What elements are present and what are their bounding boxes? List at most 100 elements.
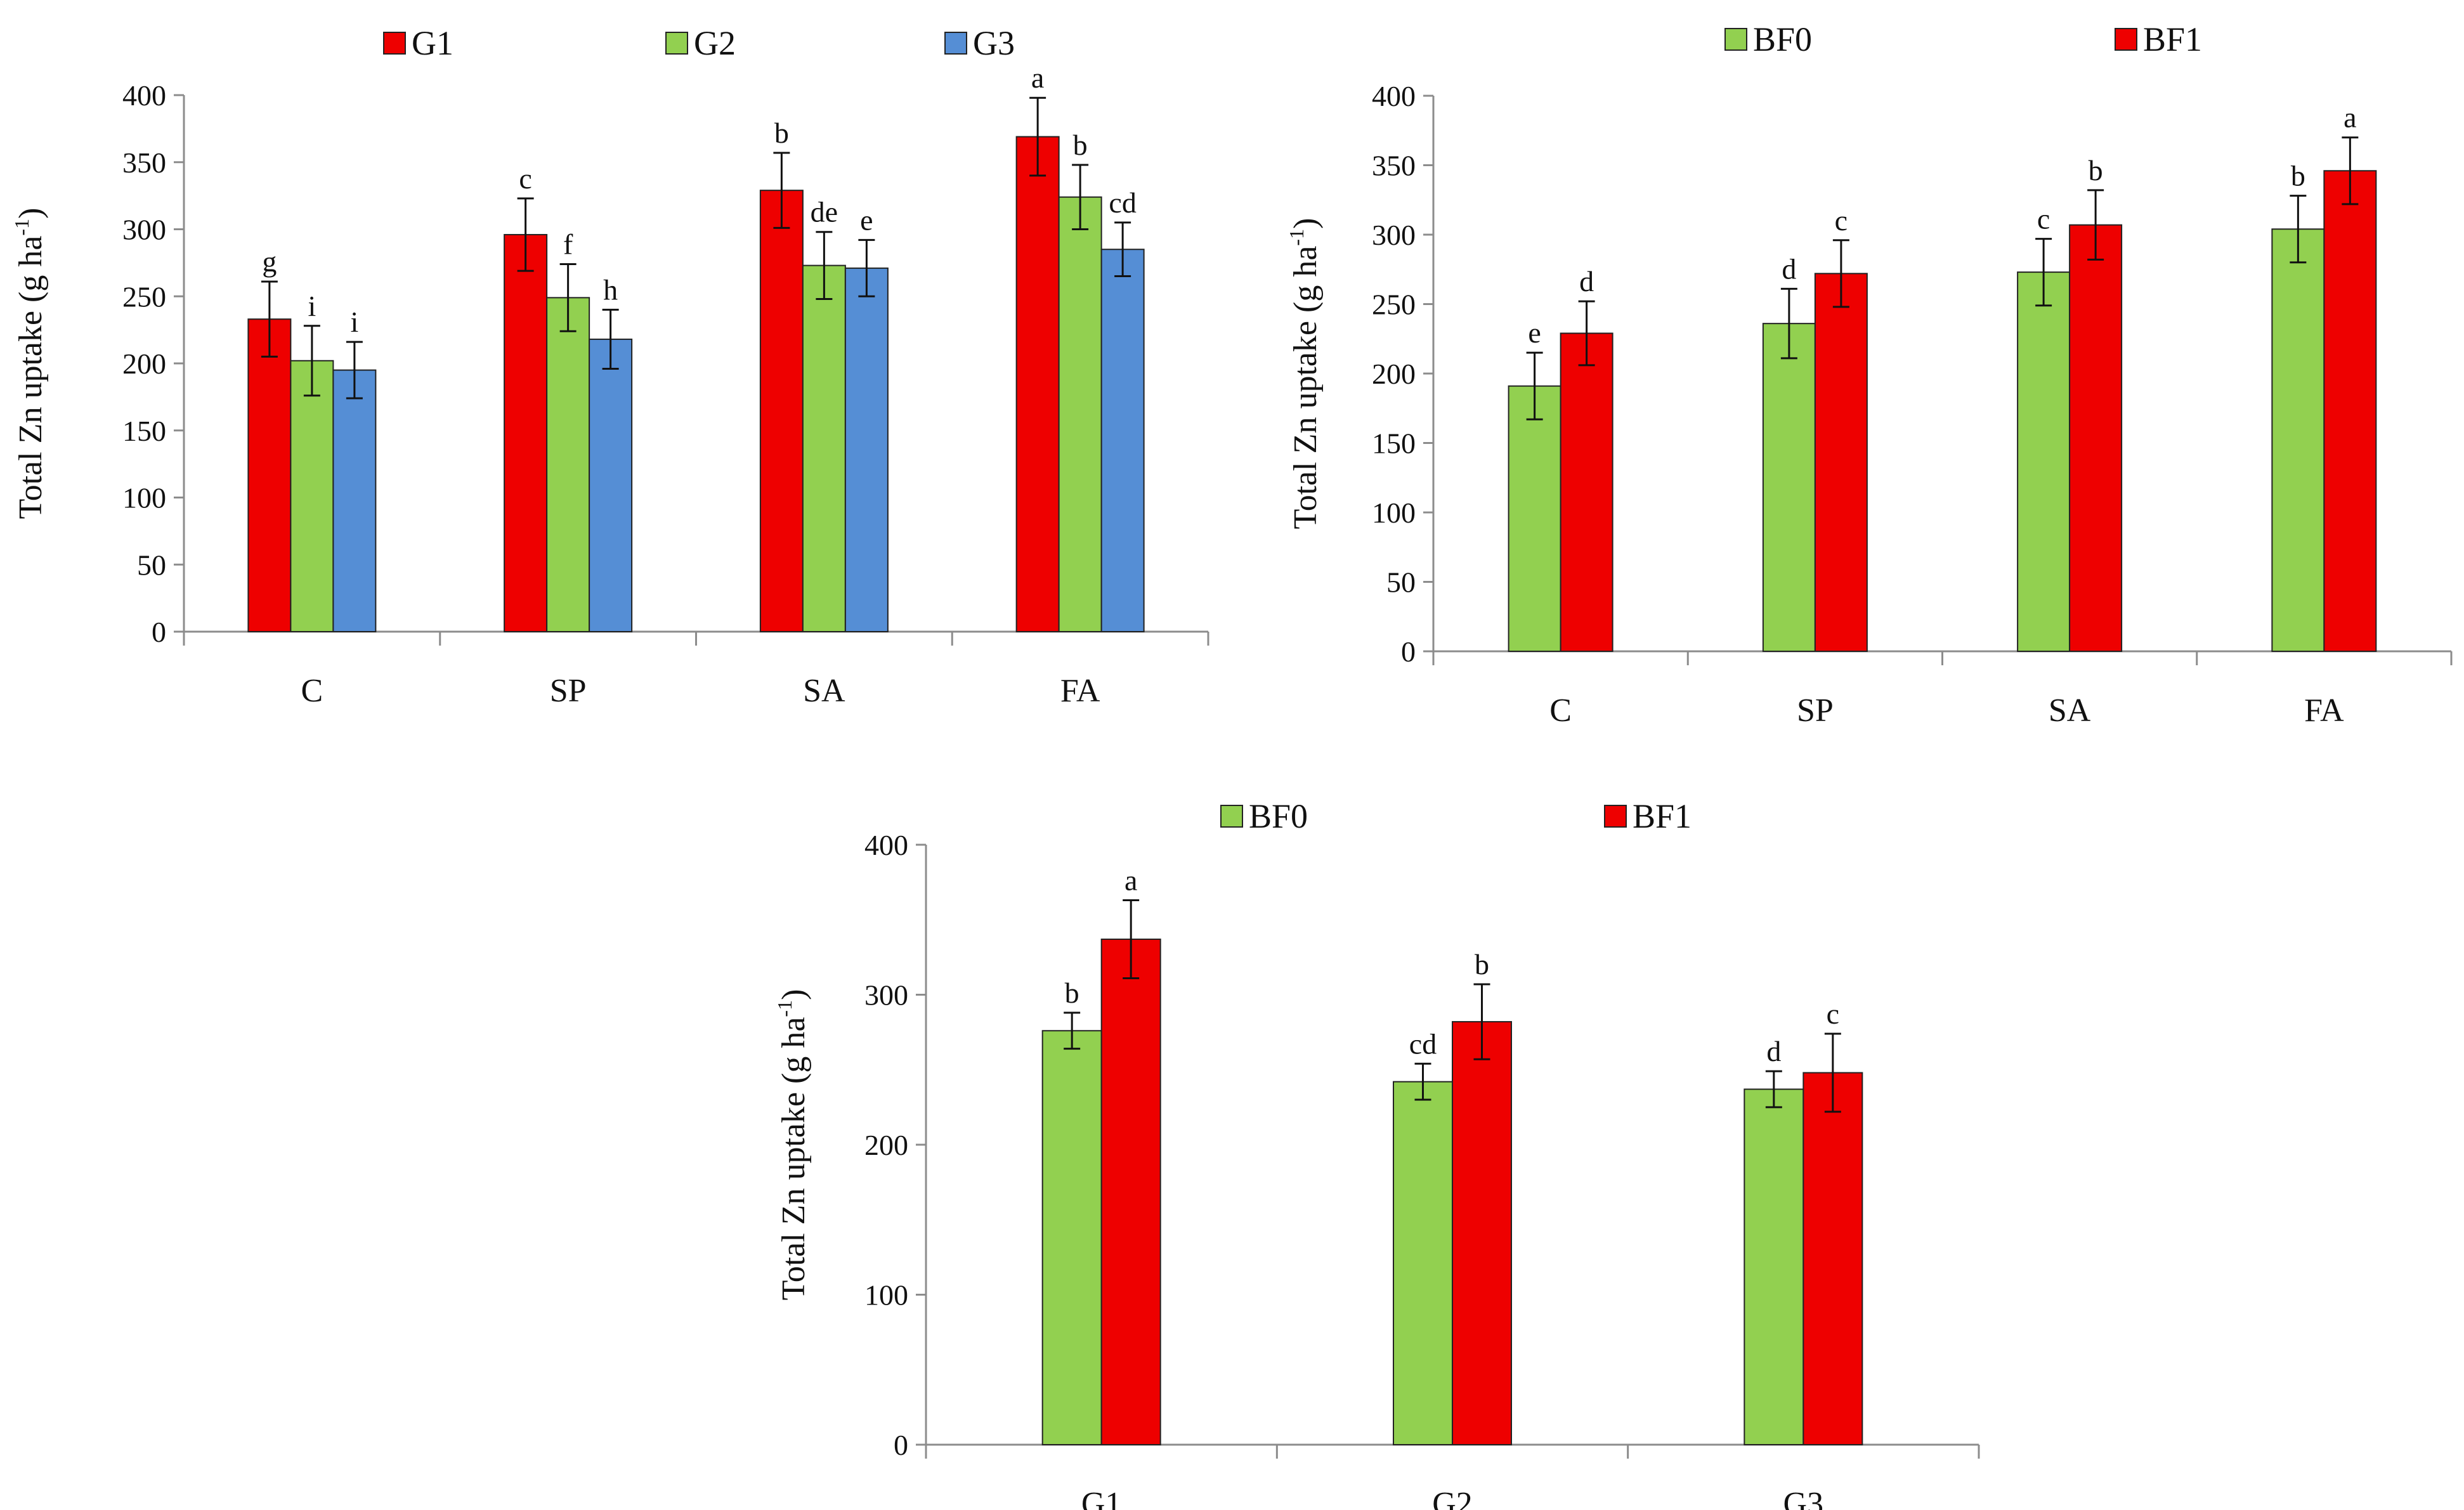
y-tick-label: 0 bbox=[152, 616, 166, 648]
y-tick-label: 250 bbox=[122, 280, 166, 313]
y-tick-label: 300 bbox=[864, 979, 908, 1012]
bar-bf1-c bbox=[1560, 332, 1613, 652]
bar-bf1-sp bbox=[1814, 273, 1868, 652]
significance-letter: c bbox=[1835, 204, 1848, 237]
legend-swatch bbox=[2115, 28, 2137, 51]
legend-label: BF0 bbox=[1249, 797, 1308, 835]
x-tick-label: G3 bbox=[1783, 1486, 1824, 1510]
legend-label: G1 bbox=[412, 24, 453, 62]
significance-letter: b bbox=[1073, 129, 1088, 161]
significance-letter: b bbox=[1475, 948, 1489, 980]
y-tick-label: 200 bbox=[122, 348, 166, 380]
significance-letter: b bbox=[2291, 160, 2305, 192]
y-axis-label-sup: -1 bbox=[773, 1000, 796, 1017]
bar-g1-fa bbox=[1015, 136, 1060, 632]
legend-swatch bbox=[944, 32, 967, 55]
y-tick-label: 400 bbox=[864, 829, 908, 861]
legend-label: BF1 bbox=[2143, 20, 2202, 58]
significance-letter: h bbox=[603, 273, 618, 306]
legend-swatch bbox=[1604, 805, 1627, 828]
legend-swatch bbox=[1724, 28, 1747, 51]
y-axis-label-text: Total Zn uptake (g ha bbox=[1287, 246, 1324, 530]
significance-letter: a bbox=[1031, 62, 1044, 94]
y-tick-label: 300 bbox=[122, 214, 166, 246]
y-tick-label: 50 bbox=[1386, 566, 1416, 599]
bar-g1-sp bbox=[504, 233, 548, 632]
y-axis-label: Total Zn uptake (g ha-1) bbox=[10, 208, 49, 519]
bar-bf0-g3 bbox=[1744, 1088, 1804, 1445]
bar-g2-c bbox=[290, 360, 334, 633]
significance-letter: c bbox=[1827, 998, 1839, 1030]
x-tick-label: G2 bbox=[1432, 1486, 1473, 1510]
significance-letter: b bbox=[774, 117, 789, 149]
bar-bf1-g1 bbox=[1100, 938, 1161, 1445]
x-tick-label: FA bbox=[2304, 693, 2344, 729]
bar-bf0-g2 bbox=[1393, 1081, 1453, 1446]
significance-letter: g bbox=[262, 245, 277, 278]
significance-letter: e bbox=[860, 204, 873, 236]
bar-g3-sp bbox=[589, 338, 633, 632]
y-tick-label: 50 bbox=[137, 549, 166, 581]
panel-c: Total Zn uptake (g ha-1) 0 100 200 300 400 G1 G… bbox=[773, 797, 1980, 1510]
y-tick-label: 150 bbox=[122, 415, 166, 447]
x-tick-label: SA bbox=[2049, 693, 2091, 729]
bar-bf0-sp bbox=[1762, 323, 1816, 653]
y-tick-label: 100 bbox=[122, 482, 166, 514]
bar-bf0-fa bbox=[2271, 228, 2325, 652]
y-tick-label: 150 bbox=[1372, 427, 1416, 460]
bar-bf1-g3 bbox=[1802, 1072, 1863, 1445]
significance-letter: d bbox=[1579, 265, 1594, 297]
y-axis-label-sup: -1 bbox=[10, 219, 33, 236]
bar-bf1-fa bbox=[2323, 170, 2377, 652]
panel-a: Total Zn uptake (g ha-1) 0 50 100 150 200 250 3… bbox=[10, 24, 1209, 709]
x-tick-label: SA bbox=[803, 673, 845, 709]
significance-letter: i bbox=[350, 306, 358, 338]
legend-swatch bbox=[1220, 805, 1243, 828]
bar-g3-fa bbox=[1100, 249, 1145, 633]
bar-g1-sa bbox=[759, 190, 804, 633]
significance-letter: de bbox=[811, 196, 838, 228]
bar-g3-c bbox=[332, 369, 377, 632]
x-tick-label: C bbox=[1549, 693, 1572, 729]
y-axis-label-close: ) bbox=[13, 208, 49, 219]
bar-bf0-g1 bbox=[1041, 1030, 1102, 1445]
y-tick-label: 0 bbox=[894, 1429, 908, 1461]
y-tick-label: 250 bbox=[1372, 289, 1416, 321]
y-tick-label: 0 bbox=[1401, 635, 1416, 668]
significance-letter: i bbox=[308, 290, 316, 322]
bar-g3-sa bbox=[844, 267, 889, 632]
y-axis-label-text: Total Zn uptake (g ha bbox=[13, 236, 49, 519]
significance-letter: cd bbox=[1409, 1027, 1437, 1060]
y-tick-label: 100 bbox=[864, 1279, 908, 1311]
significance-letter: c bbox=[519, 162, 531, 195]
legend-label: G2 bbox=[694, 24, 736, 62]
significance-letter: d bbox=[1766, 1035, 1781, 1067]
y-axis-label-close: ) bbox=[1287, 218, 1324, 229]
significance-letter: b bbox=[1065, 977, 1079, 1009]
x-tick-label: FA bbox=[1060, 673, 1100, 709]
y-tick-label: 200 bbox=[1372, 358, 1416, 390]
legend-label: G3 bbox=[973, 24, 1015, 62]
significance-letter: cd bbox=[1109, 186, 1136, 219]
significance-letter: c bbox=[2037, 203, 2050, 235]
y-tick-label: 350 bbox=[122, 146, 166, 179]
x-tick-label: SP bbox=[1797, 693, 1834, 729]
x-tick-label: C bbox=[301, 673, 323, 709]
bar-g2-sa bbox=[802, 264, 846, 633]
legend-swatch bbox=[383, 32, 406, 55]
bar-bf1-g2 bbox=[1452, 1021, 1512, 1445]
significance-letter: e bbox=[1528, 316, 1541, 349]
y-tick-label: 400 bbox=[122, 79, 166, 112]
bar-bf1-sa bbox=[2069, 224, 2123, 653]
y-axis-label: Total Zn uptake (g ha-1) bbox=[1285, 218, 1324, 530]
y-tick-label: 400 bbox=[1372, 80, 1416, 112]
legend-label: BF0 bbox=[1753, 20, 1812, 58]
bar-g1-c bbox=[247, 318, 292, 632]
legend-label: BF1 bbox=[1633, 797, 1692, 835]
bar-g2-fa bbox=[1058, 196, 1102, 632]
y-axis-label: Total Zn uptake (g ha-1) bbox=[773, 989, 812, 1301]
y-tick-label: 100 bbox=[1372, 497, 1416, 529]
significance-letter: f bbox=[563, 228, 573, 260]
y-tick-label: 300 bbox=[1372, 219, 1416, 251]
